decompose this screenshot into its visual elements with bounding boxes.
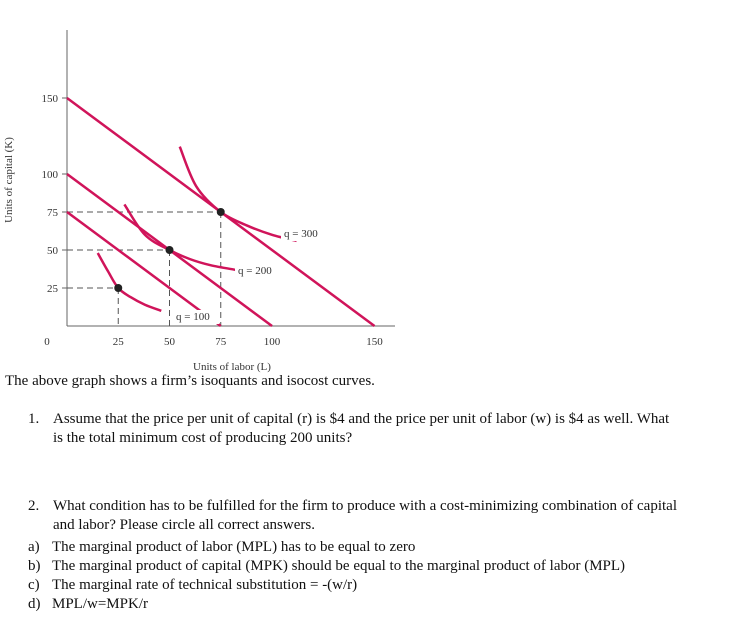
isocost-line: [66, 210, 222, 328]
option-c-text: The marginal rate of technical substitut…: [52, 577, 358, 593]
tick-labels: 150 100 75 50 25 25 50 75 100 150 0: [42, 93, 384, 348]
isoquant-label-bg: [173, 310, 219, 324]
y-tick-label: 150: [42, 93, 59, 105]
isoquant-label-bg: [235, 264, 281, 278]
option-a-text: The marginal product of labor (MPL) has …: [52, 539, 416, 555]
isoquant-label: q = 300: [284, 228, 318, 240]
tangency-point: [165, 246, 174, 254]
question-1-number: 1.: [28, 411, 40, 427]
origin-label: 0: [44, 336, 50, 348]
isoquant-curve: [178, 146, 297, 243]
chart-caption: The above graph shows a firm’s isoquants…: [5, 373, 375, 389]
y-tick-label: 75: [47, 207, 59, 219]
question-2: 2. What condition has to be fulfilled fo…: [28, 497, 748, 537]
question-2-line-2: and labor? Please circle all correct ans…: [53, 517, 315, 533]
axis-labels: Units of labor (L) Units of capital (K): [3, 137, 271, 373]
isoquant-curves: q = 100 q = 200 q = 300: [96, 146, 327, 324]
tangency-point: [216, 208, 225, 216]
chart-axes: [62, 30, 395, 327]
tangency-point: [114, 284, 123, 292]
x-tick-label: 100: [264, 336, 281, 348]
option-a-letter: a): [28, 539, 40, 555]
y-tick-label: 50: [47, 245, 59, 257]
question-2-line-1: What condition has to be fulfilled for t…: [53, 498, 678, 514]
option-d-letter: d): [28, 596, 41, 612]
isoquant-label: q = 100: [176, 311, 210, 323]
question-1: 1. Assume that the price per unit of cap…: [28, 410, 748, 450]
x-axis-label: Units of labor (L): [193, 361, 271, 373]
option-c-letter: c): [28, 577, 40, 593]
x-tick-label: 75: [215, 336, 227, 348]
isoquant-label: q = 200: [238, 265, 272, 277]
isoquant-curve: [96, 252, 162, 312]
option-d-text: MPL/w=MPK/r: [52, 596, 148, 612]
isoquant-label-bg: [281, 227, 327, 241]
question-1-line-1: Assume that the price per unit of capita…: [53, 411, 670, 427]
y-axis-label: Units of capital (K): [3, 137, 15, 223]
option-b-text: The marginal product of capital (MPK) sh…: [52, 558, 626, 574]
y-tick-label: 25: [47, 283, 59, 295]
isoquant-curve: [123, 203, 236, 271]
option-b-letter: b): [28, 558, 41, 574]
tangency-points: [114, 208, 225, 292]
y-tick-label: 100: [42, 169, 59, 181]
isoquant-chart: q = 100 q = 200 q = 300 150 100 75 50 25 25 50 75…: [3, 30, 395, 373]
question-2-number: 2.: [28, 498, 40, 514]
x-tick-label: 25: [113, 336, 125, 348]
x-tick-label: 150: [366, 336, 383, 348]
x-tick-label: 50: [164, 336, 176, 348]
question-1-line-2: is the total minimum cost of producing 2…: [53, 430, 353, 446]
